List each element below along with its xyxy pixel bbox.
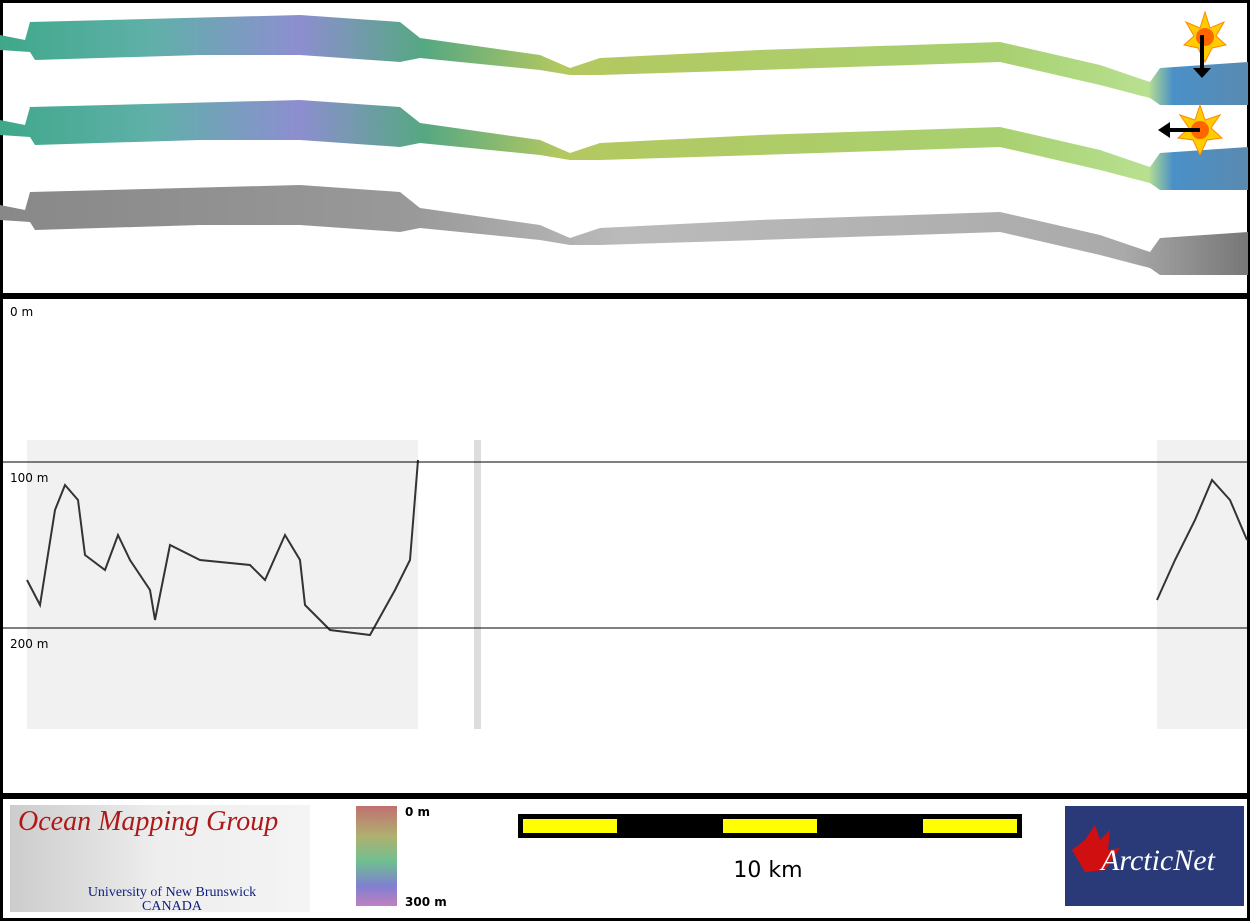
logo-title: Ocean Mapping Group <box>18 806 278 837</box>
logo-text: University of New Brunswick <box>88 885 256 900</box>
colorbar <box>356 806 397 906</box>
logo-text: CANADA <box>142 899 203 914</box>
scale-label: 10 km <box>733 858 802 883</box>
seafloor-trace <box>1156 478 1248 601</box>
sonar-section <box>27 440 418 729</box>
scale-segment <box>923 819 1017 833</box>
scale-segment <box>723 819 817 833</box>
depth-label: 100 m <box>10 471 48 485</box>
sun-icon <box>1182 10 1228 78</box>
depth-label: 200 m <box>10 637 48 651</box>
maple-leaf <box>1072 825 1120 872</box>
sonar-section <box>1157 440 1247 729</box>
omg-logo <box>10 805 310 912</box>
depth-label: 0 m <box>10 305 33 319</box>
scale-segment <box>523 819 617 833</box>
arcticnet-text: ArcticNet <box>1099 844 1216 877</box>
sun-icon <box>1158 103 1224 157</box>
seafloor-trace <box>26 459 419 637</box>
colorbar-label: 0 m <box>405 805 430 819</box>
colorbar-label: 300 m <box>405 895 447 909</box>
sonar-section <box>474 440 481 729</box>
